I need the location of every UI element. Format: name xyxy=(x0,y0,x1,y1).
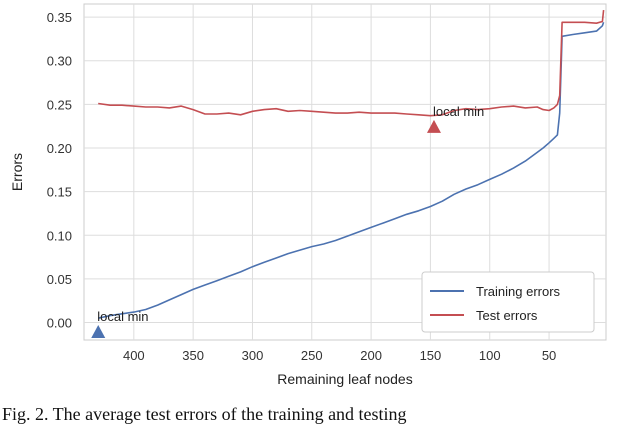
local-min-marker xyxy=(91,325,106,339)
x-tick-label: 350 xyxy=(182,348,204,363)
local-min-annotation: local min xyxy=(433,104,484,119)
y-tick-label: 0.00 xyxy=(47,316,72,331)
legend: Training errors Test errors xyxy=(421,271,595,333)
y-tick-label: 0.30 xyxy=(47,54,72,69)
x-axis-ticks: 400 350 300 250 200 150 100 50 xyxy=(123,348,556,363)
local-min-annotation: local min xyxy=(97,309,148,324)
x-tick-label: 250 xyxy=(301,348,323,363)
errors-chart: 400 350 300 250 200 150 100 50 0.00 0.05 0.10 0.15… xyxy=(9,3,607,387)
x-axis-label: Remaining leaf nodes xyxy=(277,371,412,387)
y-axis-label: Errors xyxy=(9,153,25,191)
x-tick-label: 200 xyxy=(360,348,382,363)
x-tick-label: 50 xyxy=(542,348,556,363)
figure-caption: Fig. 2. The average test errors of the t… xyxy=(2,404,407,424)
series-line-test-errors xyxy=(98,10,605,117)
y-tick-label: 0.25 xyxy=(47,97,72,112)
y-axis-ticks: 0.00 0.05 0.10 0.15 0.20 0.25 0.30 0.35 xyxy=(47,10,72,330)
y-tick-label: 0.35 xyxy=(47,10,72,25)
series-line-training-errors xyxy=(98,22,605,319)
y-tick-label: 0.10 xyxy=(47,228,72,243)
x-tick-label: 300 xyxy=(242,348,264,363)
legend-label-test: Test errors xyxy=(476,308,538,323)
legend-label-training: Training errors xyxy=(476,284,561,299)
annotation-markers: local min local min xyxy=(91,104,484,339)
x-tick-label: 150 xyxy=(420,348,442,363)
x-tick-label: 400 xyxy=(123,348,145,363)
y-tick-label: 0.15 xyxy=(47,185,72,200)
y-tick-label: 0.20 xyxy=(47,141,72,156)
x-tick-label: 100 xyxy=(479,348,501,363)
legend-box xyxy=(421,271,595,333)
y-tick-label: 0.05 xyxy=(47,272,72,287)
series-lines xyxy=(98,10,605,319)
local-min-marker xyxy=(426,119,441,133)
